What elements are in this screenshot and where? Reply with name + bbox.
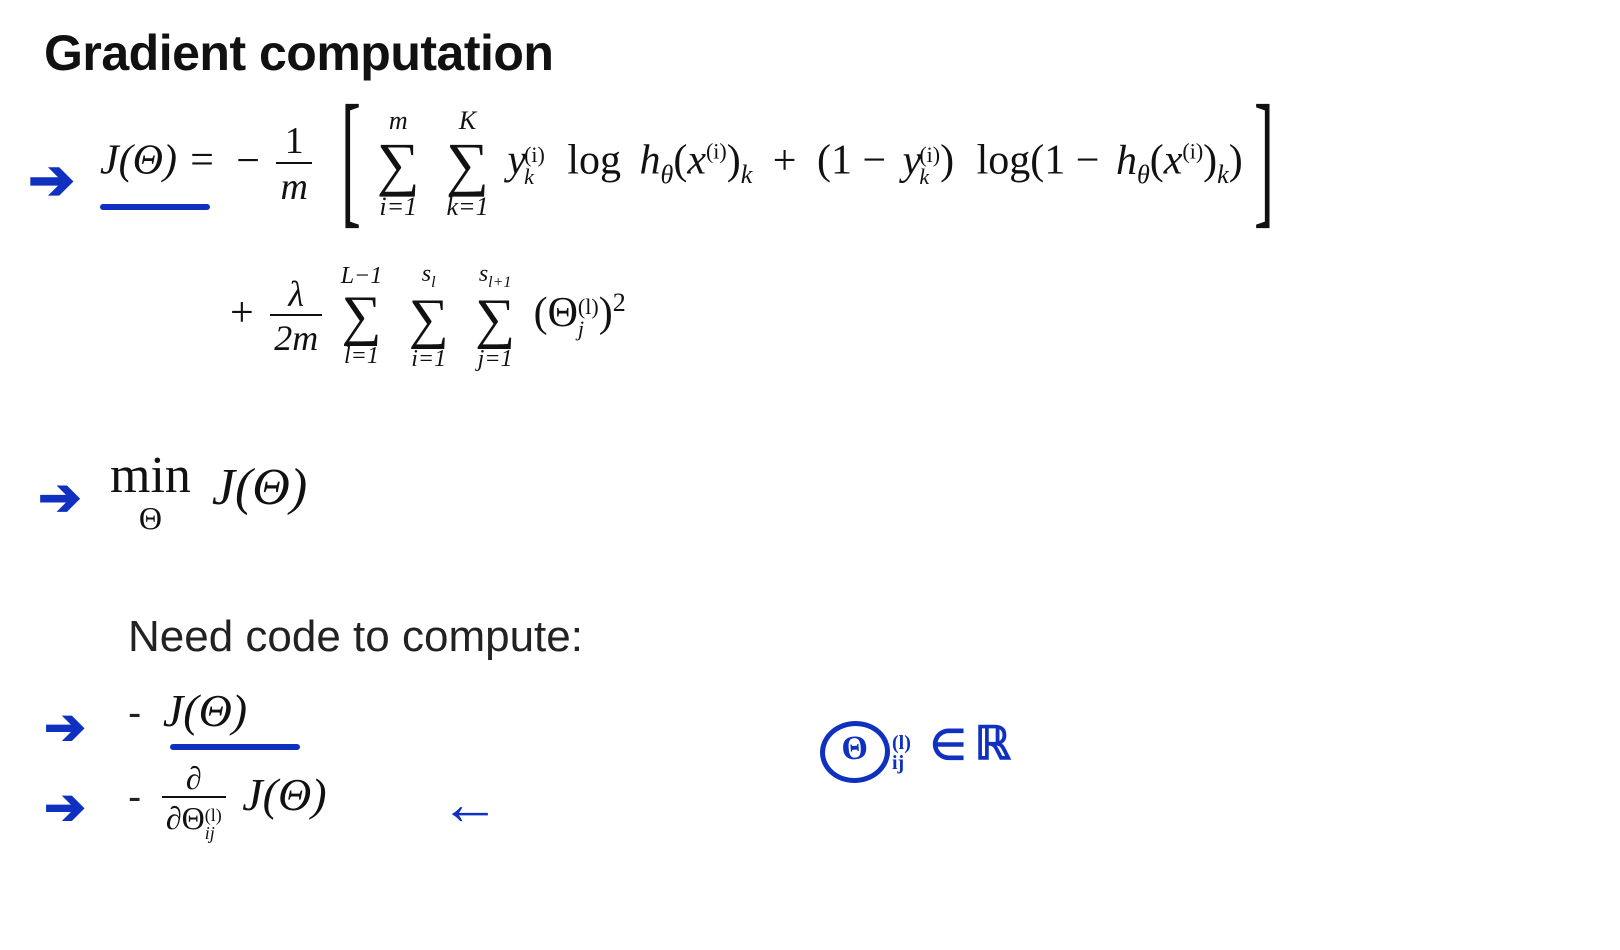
frac-num: 1 — [276, 122, 311, 164]
equation-cost-function: J(Θ) = − 1 m [ m ∑ i=1 K ∑ k=1 y (i) k l… — [100, 108, 1289, 220]
equation-regularization: + λ 2m L−1 ∑ l=1 sl ∑ i=1 sl+1 ∑ j=1 (Θ … — [230, 262, 626, 371]
sum-k: K ∑ k=1 — [446, 108, 489, 220]
arrow-annotation-4: ➔ — [44, 778, 86, 836]
need-item-jtheta: - J(Θ) — [128, 684, 247, 737]
log1: log — [567, 138, 621, 184]
equation-minimize: min Θ J(Θ) — [110, 450, 307, 534]
left-bracket: [ — [341, 106, 361, 211]
need-item-gradient: - ∂ ∂Θ (l) ij J(Θ) — [128, 762, 327, 840]
arrow-annotation-1: ➔ — [28, 148, 75, 213]
cost-lhs: J(Θ) = — [100, 138, 216, 184]
frac-den: m — [276, 164, 311, 206]
arrow-annotation-3: ➔ — [44, 698, 86, 756]
sum-i: m ∑ i=1 — [377, 108, 420, 220]
sum-l: L−1 ∑ l=1 — [341, 264, 383, 368]
slide: Gradient computation ➔ ➔ ➔ ➔ J(Θ) = − 1 … — [0, 0, 1620, 950]
theta-real-annotation: Θ (l) ij ∈ℝ — [820, 716, 1011, 783]
arrow-back-annotation: ← — [440, 770, 500, 839]
slide-title: Gradient computation — [44, 24, 1580, 82]
minus-sign: − — [236, 138, 260, 184]
underline-jtheta-2 — [170, 744, 300, 750]
sum-j: sl+1 ∑ j=1 — [475, 262, 515, 371]
right-bracket: ] — [1254, 106, 1274, 211]
arrow-annotation-2: ➔ — [38, 468, 82, 528]
circled-theta-icon: Θ — [818, 719, 892, 786]
sum-i2: sl ∑ i=1 — [409, 262, 449, 371]
need-code-label: Need code to compute: — [128, 612, 583, 662]
